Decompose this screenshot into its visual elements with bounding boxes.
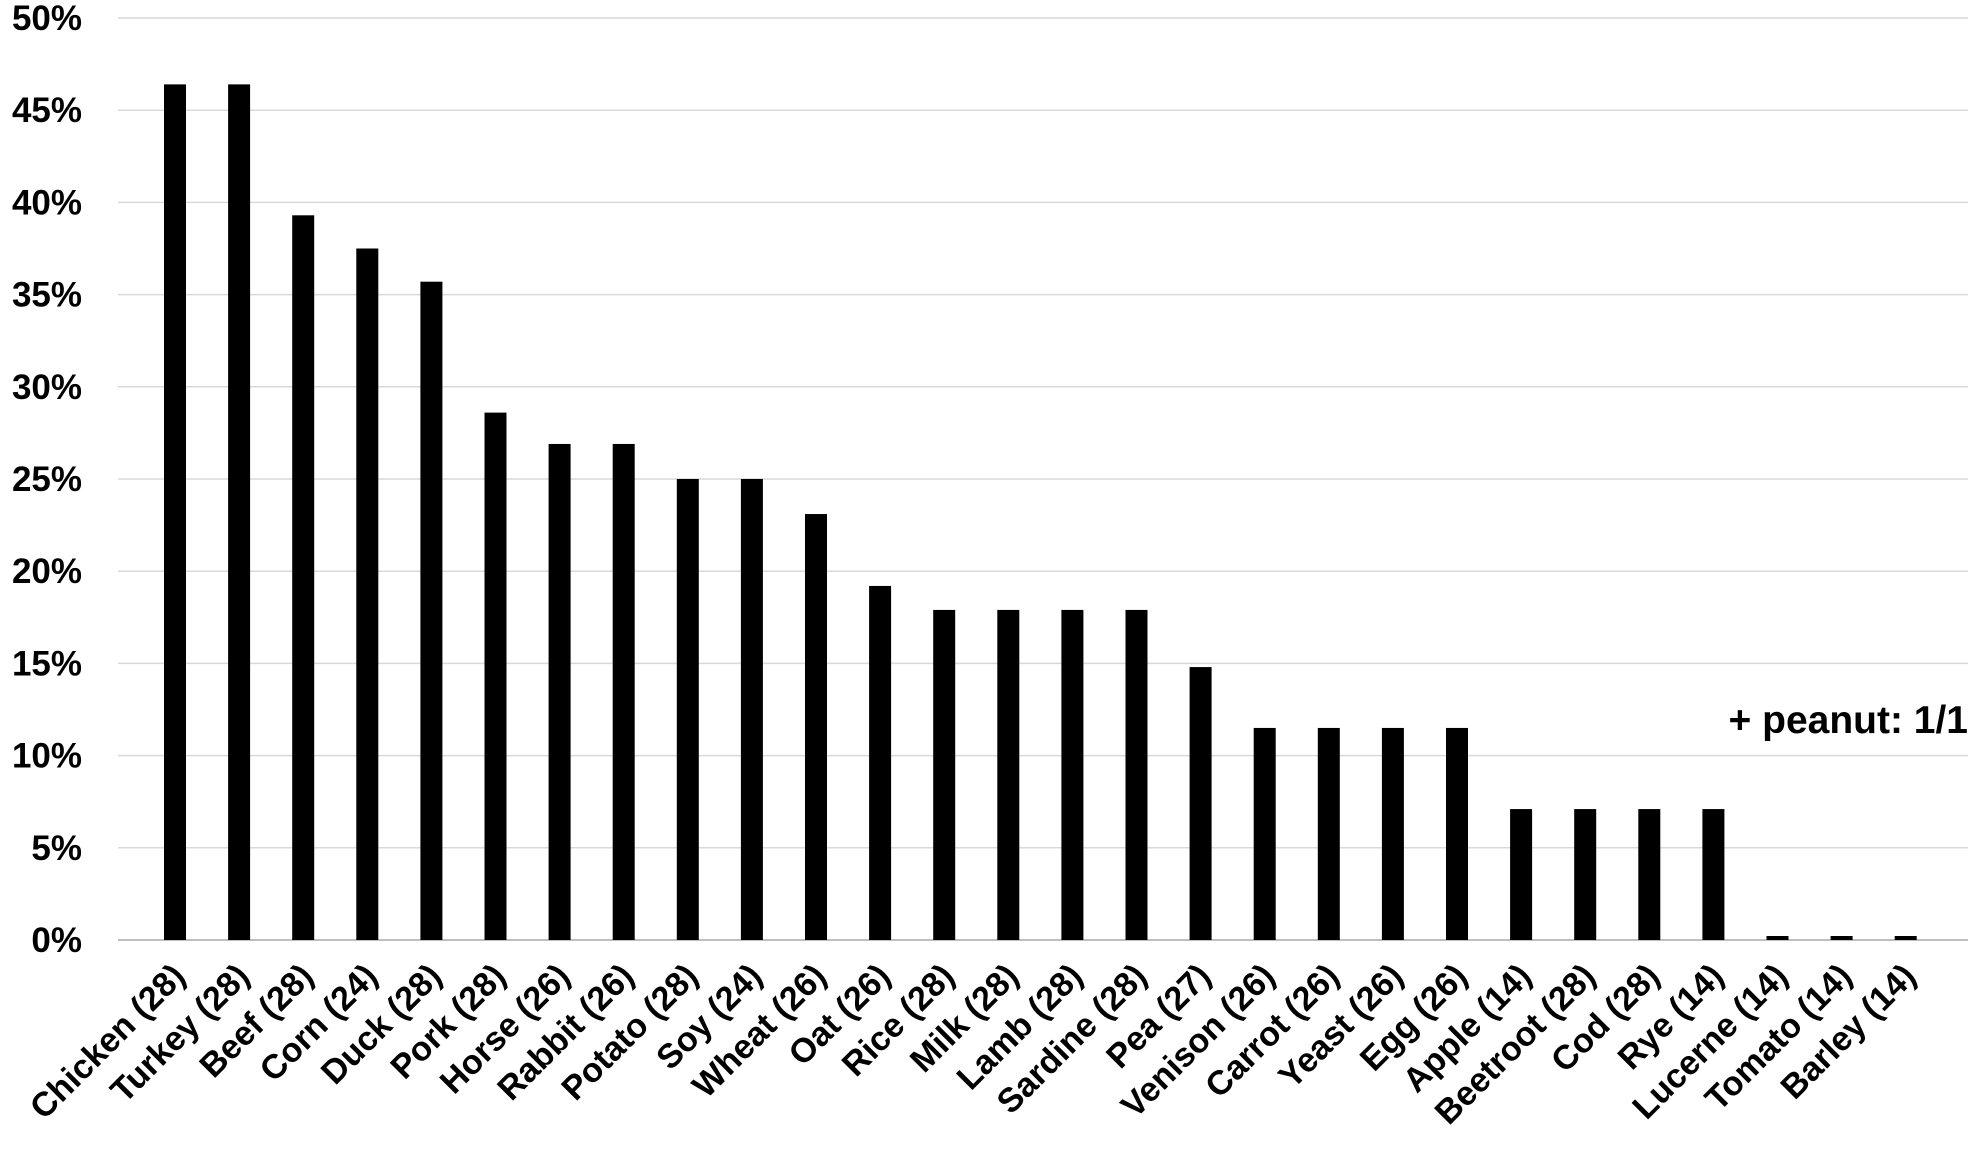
grid-layer bbox=[118, 17, 1968, 941]
bar bbox=[997, 609, 1020, 940]
bar bbox=[164, 84, 186, 940]
bar bbox=[548, 443, 571, 940]
bar bbox=[484, 412, 507, 941]
bar bbox=[1317, 727, 1340, 940]
y-axis-tick-labels: 0% 5% 10% 15% 20% 25% 30% 35% 40% 45% 50% bbox=[12, 0, 82, 960]
bar bbox=[612, 443, 635, 940]
bar bbox=[1189, 667, 1212, 940]
y-tick-label: 25% bbox=[12, 460, 82, 499]
bars bbox=[164, 84, 1917, 941]
bar bbox=[228, 84, 251, 940]
x-axis-tick-labels: Chicken (28)Turkey (28)Beef (28)Corn (24… bbox=[23, 957, 1924, 1132]
bar bbox=[1125, 609, 1148, 940]
y-tick-label: 5% bbox=[31, 829, 82, 868]
y-tick-label: 40% bbox=[12, 183, 82, 222]
y-tick-label: 50% bbox=[12, 0, 82, 38]
bar bbox=[292, 215, 315, 941]
bar bbox=[1830, 936, 1853, 940]
bar bbox=[805, 514, 827, 940]
y-tick-label: 15% bbox=[12, 644, 82, 683]
bar bbox=[1510, 809, 1533, 940]
bar bbox=[676, 479, 699, 940]
bar bbox=[1894, 936, 1917, 940]
y-tick-label: 45% bbox=[12, 91, 82, 130]
bar bbox=[1381, 727, 1404, 940]
y-tick-label: 10% bbox=[12, 737, 82, 776]
bar bbox=[1574, 809, 1597, 940]
bar bbox=[1061, 609, 1084, 940]
bar bbox=[740, 479, 763, 940]
y-tick-label: 35% bbox=[12, 276, 82, 315]
y-tick-label: 20% bbox=[12, 552, 82, 591]
bar bbox=[869, 585, 892, 940]
bar bbox=[1253, 727, 1276, 940]
y-tick-label: 30% bbox=[12, 368, 82, 407]
bar bbox=[356, 248, 379, 940]
bar bbox=[1702, 809, 1725, 940]
bar bbox=[420, 281, 443, 940]
annotation-peanut: + peanut: 1/1 bbox=[1729, 699, 1968, 742]
bar bbox=[933, 609, 956, 940]
y-tick-label: 0% bbox=[31, 921, 82, 960]
bar bbox=[1446, 727, 1468, 940]
bar bbox=[1638, 809, 1661, 940]
bar bbox=[1766, 936, 1789, 940]
